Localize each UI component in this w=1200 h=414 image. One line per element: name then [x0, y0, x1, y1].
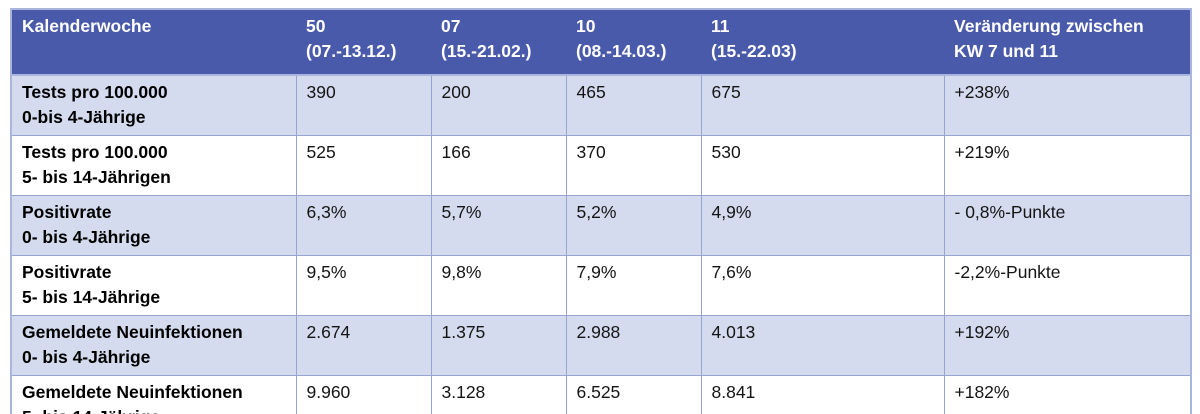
table-row-positivrate-0-4: Positivrate 0- bis 4-Jährige 6,3% 5,7% 5… — [10, 195, 1192, 256]
row-label-line1: Positivrate — [22, 202, 112, 222]
row-label: Positivrate 5- bis 14-Jährige — [10, 255, 297, 316]
table-cell: +238% — [943, 74, 1192, 136]
header-sublabel: (07.-13.12.) — [306, 41, 397, 61]
kalenderwoche-table: Kalenderwoche 50 (07.-13.12.) 07 (15.-21… — [10, 8, 1192, 414]
row-label-line2: 0- bis 4-Jährige — [22, 347, 151, 367]
row-label-line2: 0-bis 4-Jährige — [22, 107, 146, 127]
header-cell-veraenderung: Veränderung zwischen KW 7 und 11 — [944, 9, 1191, 76]
table-cell: 5,2% — [565, 195, 702, 256]
table-cell: 390 — [295, 74, 432, 136]
table-cell: +219% — [943, 135, 1192, 196]
row-label: Gemeldete Neuinfektionen 5- bis 14-Jähri… — [10, 375, 297, 414]
header-cell-kw50: 50 (07.-13.12.) — [296, 9, 431, 76]
table-cell: 3.128 — [430, 375, 567, 414]
table-cell: 4,9% — [700, 195, 945, 256]
row-label-line2: 0- bis 4-Jährige — [22, 227, 151, 247]
header-label: 50 — [306, 16, 326, 36]
table-cell: +182% — [943, 375, 1192, 414]
table-cell: - 0,8%-Punkte — [943, 195, 1192, 256]
header-row: Kalenderwoche 50 (07.-13.12.) 07 (15.-21… — [11, 9, 1191, 76]
row-label-line1: Positivrate — [22, 262, 112, 282]
table-cell: 675 — [700, 74, 945, 136]
header-label: 10 — [576, 16, 596, 36]
table-cell: +192% — [943, 315, 1192, 376]
row-label: Gemeldete Neuinfektionen 0- bis 4-Jährig… — [10, 315, 297, 376]
header-label: 11 — [711, 16, 730, 36]
row-label-line1: Tests pro 100.000 — [22, 142, 168, 162]
table-cell: -2,2%-Punkte — [943, 255, 1192, 316]
row-label-line2: 5- bis 14-Jährigen — [22, 167, 171, 187]
table-cell: 4.013 — [700, 315, 945, 376]
header-cell-kw07: 07 (15.-21.02.) — [431, 9, 566, 76]
table-cell: 7,6% — [700, 255, 945, 316]
table-row-positivrate-5-14: Positivrate 5- bis 14-Jährige 9,5% 9,8% … — [10, 255, 1192, 316]
header-sublabel: (15.-21.02.) — [441, 41, 532, 61]
row-label: Tests pro 100.000 0-bis 4-Jährige — [10, 74, 297, 136]
table-cell: 9.960 — [295, 375, 432, 414]
table-cell: 200 — [430, 74, 567, 136]
table-cell: 166 — [430, 135, 567, 196]
header-sublabel: KW 7 und 11 — [954, 41, 1059, 61]
table-row-tests-5-14: Tests pro 100.000 5- bis 14-Jährigen 525… — [10, 135, 1192, 196]
table-row-tests-0-4: Tests pro 100.000 0-bis 4-Jährige 390 20… — [10, 74, 1192, 136]
table-cell: 2.988 — [565, 315, 702, 376]
header-sublabel: (15.-22.03) — [711, 41, 797, 61]
row-label: Positivrate 0- bis 4-Jährige — [10, 195, 297, 256]
row-label: Tests pro 100.000 5- bis 14-Jährigen — [10, 135, 297, 196]
table-row-neuinfektionen-5-14: Gemeldete Neuinfektionen 5- bis 14-Jähri… — [10, 375, 1192, 414]
table-cell: 370 — [565, 135, 702, 196]
table-cell: 6,3% — [295, 195, 432, 256]
table-cell: 1.375 — [430, 315, 567, 376]
header-sublabel: (08.-14.03.) — [576, 41, 667, 61]
header-cell-kalenderwoche: Kalenderwoche — [11, 9, 296, 76]
header-label: 07 — [441, 16, 461, 36]
table-cell: 525 — [295, 135, 432, 196]
table-cell: 530 — [700, 135, 945, 196]
row-label-line1: Gemeldete Neuinfektionen — [22, 322, 243, 342]
row-label-line1: Tests pro 100.000 — [22, 82, 168, 102]
row-label-line2: 5- bis 14-Jährige — [22, 405, 286, 414]
row-label-line2: 5- bis 14-Jährige — [22, 287, 161, 307]
header-cell-kw10: 10 (08.-14.03.) — [566, 9, 701, 76]
table-cell: 8.841 — [700, 375, 945, 414]
table-cell: 9,8% — [430, 255, 567, 316]
table-cell: 2.674 — [295, 315, 432, 376]
table-cell: 7,9% — [565, 255, 702, 316]
header-label: Veränderung zwischen — [954, 16, 1144, 36]
table-cell: 465 — [565, 74, 702, 136]
header-cell-kw11: 11 (15.-22.03) — [701, 9, 944, 76]
table-cell: 9,5% — [295, 255, 432, 316]
header-label: Kalenderwoche — [22, 16, 152, 36]
table-cell: 5,7% — [430, 195, 567, 256]
table-cell: 6.525 — [565, 375, 702, 414]
row-label-line1: Gemeldete Neuinfektionen — [22, 382, 243, 402]
table-row-neuinfektionen-0-4: Gemeldete Neuinfektionen 0- bis 4-Jährig… — [10, 315, 1192, 376]
